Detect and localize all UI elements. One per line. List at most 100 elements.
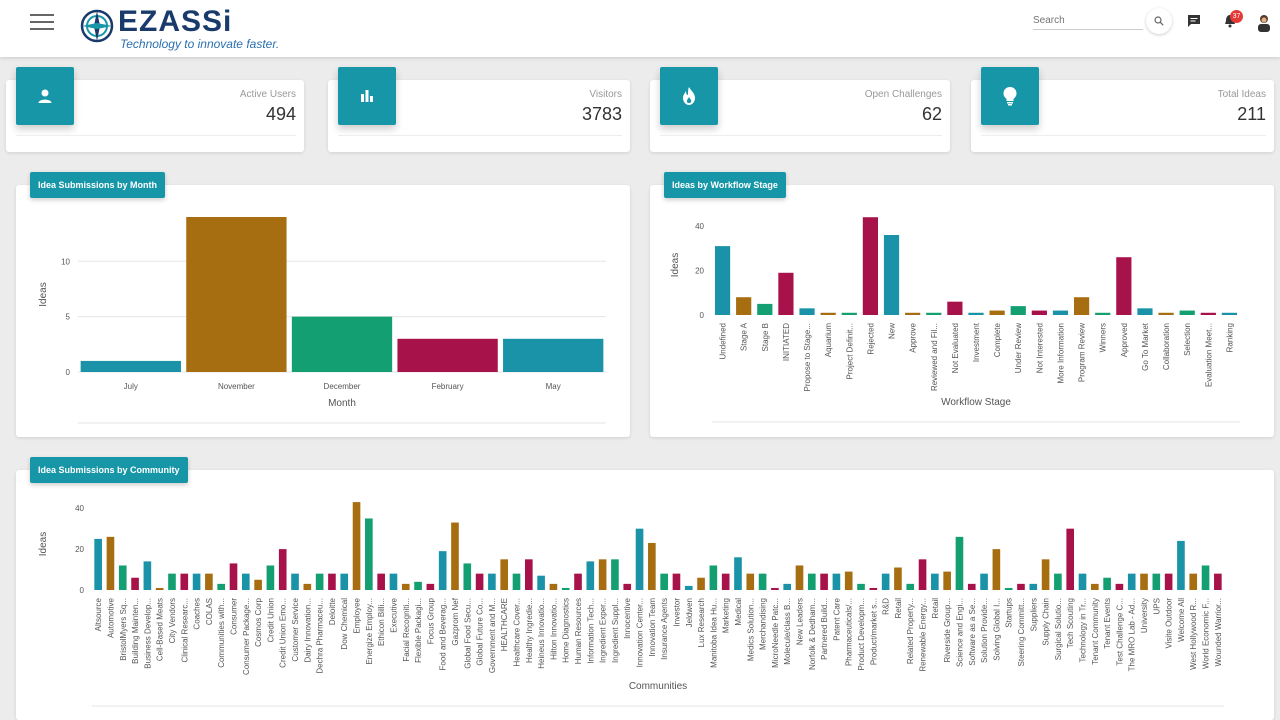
x-tick-label: February [432,382,464,391]
x-tick-label: July [124,382,138,391]
bar [598,559,607,590]
bar [463,563,472,590]
x-tick-label: Product/market s... [869,598,878,665]
bar [414,581,422,590]
bar [1017,583,1025,590]
bar [881,573,890,590]
x-tick-label: Solving Global I... [992,598,1001,661]
y-tick-label: 20 [75,545,84,554]
bar [992,549,1001,590]
bar [217,583,226,590]
x-tick-label: Solution Provide... [980,598,989,663]
bar [1103,577,1111,590]
bar [291,573,299,590]
bar [143,561,152,590]
logo[interactable]: EZASSi Technology to innovate faster. [80,5,280,51]
bar [799,308,815,315]
bar [291,316,393,372]
bar [714,246,731,315]
chart-title: Idea Submissions by Month [30,172,166,198]
bar [947,301,963,315]
bar [783,583,792,590]
search-input[interactable] [1033,12,1143,30]
x-tick-label: Partnered Build... [820,598,829,660]
x-tick-label: Executive [389,597,398,632]
x-tick-label: Science and Engi... [955,598,964,667]
x-tick-label: R&D [882,598,891,615]
x-tick-label: Approve [909,322,918,352]
bar [168,573,176,590]
bar [926,312,942,315]
y-tick-label: 0 [700,311,705,320]
bar-chart-icon [338,67,396,125]
bar [746,573,755,590]
stat-label: Total Ideas [1217,89,1266,100]
x-tick-label: UPS [1152,598,1161,614]
x-tick-label: Jeldwen [685,598,694,627]
x-tick-label: Surgical Solutio... [1054,598,1063,660]
x-tick-label: Automotive [106,597,115,638]
x-tick-label: November [218,382,255,391]
bar [389,573,398,590]
bar [186,217,287,372]
x-tick-label: Heineus Innovatio... [537,598,546,669]
bar [1004,587,1013,590]
bar [180,573,189,590]
y-tick-label: 0 [80,586,85,595]
y-tick-label: 5 [66,313,71,322]
search-button[interactable] [1146,8,1172,34]
bar [1164,573,1173,590]
x-tick-label: World Economic F... [1202,598,1211,669]
x-tick-label: Collaboration [1162,323,1171,370]
x-tick-label: Welcome All [1177,598,1186,642]
x-tick-label: Ingredient Exper... [599,598,608,663]
bar [869,587,878,590]
x-tick-label: Information Tech... [586,598,595,664]
x-tick-label: Steering Committ... [1017,598,1026,666]
chart-title: Ideas by Workflow Stage [664,172,786,198]
bar [623,583,632,590]
bar [1090,583,1099,590]
stat-card-visitors: Visitors 3783 [328,67,630,152]
menu-icon[interactable] [30,14,54,32]
bar [451,522,459,590]
bar [931,573,939,590]
chat-icon[interactable] [1186,13,1202,29]
x-tick-label: Flexible Packagi... [414,598,423,663]
bar [807,573,816,590]
bar [266,565,275,590]
y-tick-label: 20 [695,267,704,276]
bar [401,583,410,590]
bar [1201,565,1210,590]
logo-tagline: Technology to innovate faster. [120,37,280,51]
x-tick-label: Ingredient Suppl... [611,598,620,663]
bar [1177,540,1185,590]
bar [106,536,115,590]
x-tick-label: Complete [993,322,1002,357]
x-tick-label: Human Resources [574,598,583,664]
x-tick-label: Dechra Pharmaceu... [316,598,325,674]
x-tick-label: Program Review [1078,323,1087,382]
x-tick-label: Innocentive [623,597,632,638]
x-tick-label: Focus Group [426,597,435,644]
bar [1066,528,1075,590]
bar [832,573,841,590]
x-tick-label: Dow Chemical [340,598,349,650]
avatar[interactable] [1257,14,1271,32]
x-tick-label: Retail [931,598,940,619]
x-tick-label: Related Property... [906,598,915,664]
stat-divider [660,135,942,136]
bar [1095,312,1111,315]
bar [155,587,164,590]
x-tick-label: Credit Union [266,598,275,642]
stat-divider [338,135,622,136]
stat-value: 62 [921,104,942,124]
x-tick-label: Startups [1005,598,1014,628]
x-tick-label: Merchandising [759,598,768,650]
bar [672,573,681,590]
bar [918,559,927,590]
x-tick-label: December [324,382,361,391]
x-tick-label: Building Mainten... [131,598,140,664]
bar [841,312,857,315]
user-icon [16,67,74,125]
